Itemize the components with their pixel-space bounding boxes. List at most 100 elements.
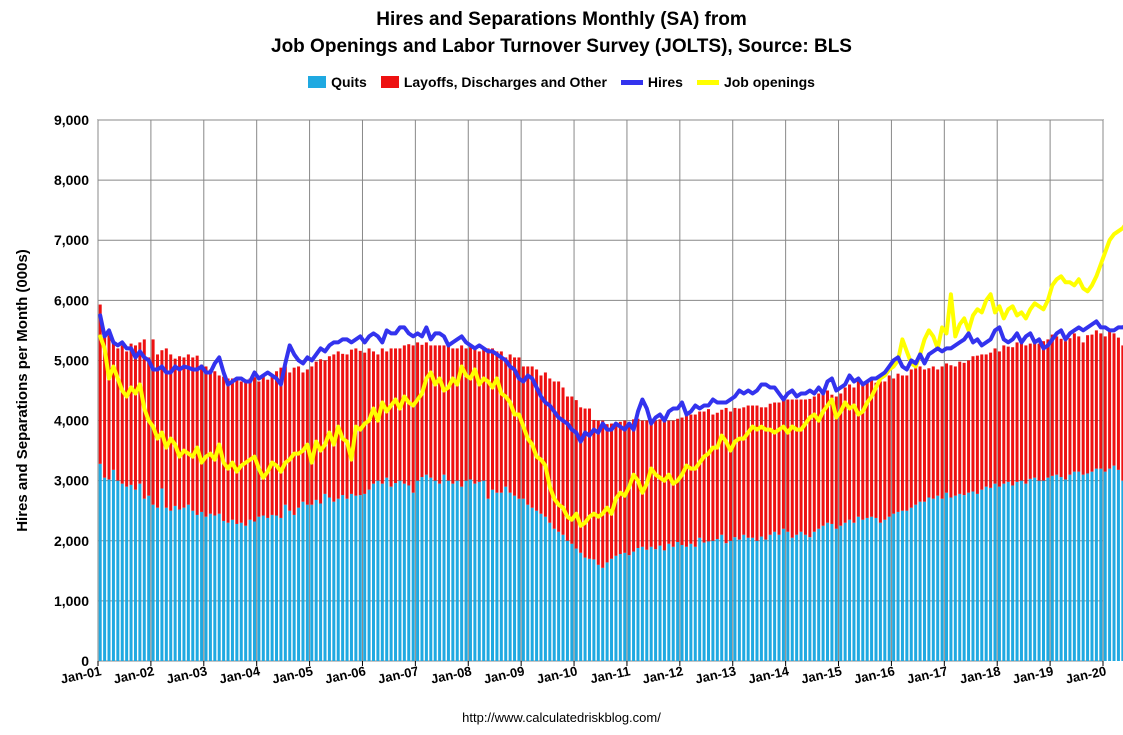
layoffs-bar [755,405,759,541]
quits-bar [715,538,719,661]
x-tick-label: Jan-01 [59,663,102,686]
quits-bar [852,522,856,661]
layoffs-bar [200,364,204,512]
layoffs-bar [742,407,746,535]
y-tick-label: 6,000 [54,292,89,308]
quits-bar [195,514,199,661]
layoffs-bar [371,351,375,484]
quits-bar [658,545,662,661]
quits-bar [592,559,596,661]
layoffs-bar [1112,333,1116,466]
layoffs-bar [605,424,609,563]
quits-bar [244,525,248,661]
quits-bar [380,483,384,661]
quits-bar [649,546,653,661]
quits-bar [213,515,217,661]
quits-bar [394,483,398,661]
layoffs-bar [398,348,402,481]
layoffs-bar [1002,345,1006,484]
layoffs-bar [892,378,896,514]
y-tick-label: 3,000 [54,473,89,489]
quits-bar [1055,474,1059,661]
quits-bar [1116,469,1120,661]
layoffs-bar [865,382,869,518]
layoffs-bar [235,378,239,524]
quits-bar [640,546,644,661]
quits-bar [1002,483,1006,661]
x-tick-label: Jan-05 [271,663,314,686]
quits-bar [103,477,107,661]
layoffs-bar [354,348,358,496]
legend-item-quits: Quits [308,74,367,90]
quits-bar [1037,480,1041,661]
quits-bar [583,557,587,661]
layoffs-bar [420,344,424,478]
quits-bar [892,513,896,661]
quits-bar [627,555,631,661]
layoffs-bar [958,361,962,494]
layoffs-bar [521,366,525,499]
layoffs-bar [473,348,477,484]
quits-bar [111,469,115,661]
quits-bar [557,531,561,661]
layoffs-bar [975,355,979,494]
layoffs-bar [1121,345,1123,481]
layoffs-bar [1050,334,1054,476]
layoffs-bar [270,376,274,515]
layoffs-bar [984,354,988,487]
quits-bar [517,498,521,661]
x-tick-label: Jan-07 [377,663,420,686]
layoffs-bar [517,357,521,499]
quits-bar [186,504,190,661]
quits-bar [275,515,279,661]
layoffs-bar [759,407,763,537]
quits-bar [610,558,614,661]
layoffs-bar [402,345,406,484]
quits-bar [808,537,812,661]
chart-title: Hires and Separations Monthly (SA) from … [0,6,1123,60]
layoffs-bar [887,375,891,517]
layoffs-bar [1028,343,1032,479]
layoffs-bar [883,381,887,520]
quits-bar [208,513,212,661]
quits-bar [398,480,402,661]
plot-area [97,119,1104,662]
layoffs-bar [689,414,693,544]
layoffs-bar [433,345,437,481]
layoffs-bar [1077,336,1081,472]
layoffs-bar [706,409,710,542]
layoffs-bar [989,352,993,488]
layoffs-bar [173,358,177,506]
quits-bar [574,548,578,661]
layoffs-bar [1006,346,1010,482]
layoffs-bar [248,378,252,520]
layoffs-bar [116,348,120,481]
quits-bar [724,543,728,661]
x-tick-label: Jan-06 [324,663,367,686]
layoffs-bar [222,376,226,521]
layoffs-bar [151,339,155,505]
quits-bar [874,517,878,661]
legend-swatch-hires [620,79,643,85]
quits-bar [795,534,799,661]
layoffs-bar [548,378,552,523]
quits-bar [958,493,962,661]
layoffs-bar [808,398,812,538]
layoffs-bar [583,408,587,558]
quits-bar [482,480,486,661]
layoffs-bar [799,399,803,532]
quits-bar [817,528,821,661]
x-tick-label: Jan-12 [641,663,684,686]
layoffs-bar [861,382,865,520]
quits-bar [997,486,1001,661]
y-tick-label: 7,000 [54,232,89,248]
quits-bar [918,501,922,661]
quits-bar [371,483,375,661]
layoffs-bar [764,407,768,540]
layoffs-bar [389,348,393,487]
y-tick-label: 2,000 [54,533,89,549]
quits-bar [940,498,944,661]
layoffs-bar [1037,343,1041,481]
quits-bar [508,492,512,661]
quits-bar [949,497,953,661]
